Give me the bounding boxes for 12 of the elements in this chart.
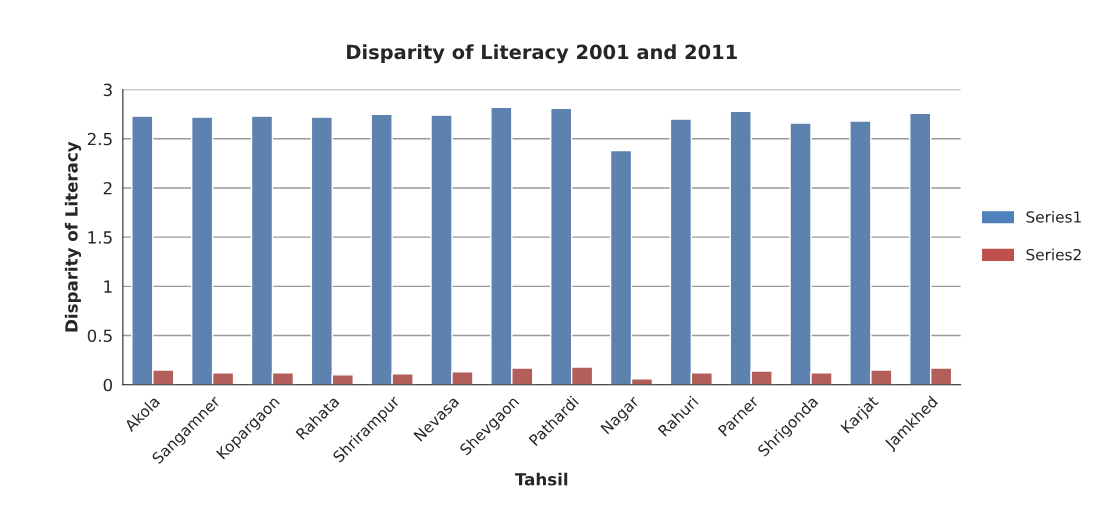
x-axis-title: Tahsil xyxy=(514,472,568,486)
chart-title: Disparity of Literacy 2001 and 2011 xyxy=(347,44,737,64)
y-tick-label: 0 xyxy=(103,378,113,392)
y-tick-label: 0.5 xyxy=(87,329,112,343)
y-tick-label: 1 xyxy=(104,280,112,293)
y-axis-title: Disparity of Literacy xyxy=(64,141,82,332)
y-tick-label: 2.5 xyxy=(87,132,112,146)
legend-label: Series2 xyxy=(1026,248,1081,261)
y-tick-label: 3 xyxy=(103,83,112,97)
y-tick-label: 1.5 xyxy=(88,231,112,244)
legend-label: Series1 xyxy=(1026,210,1081,223)
y-tick-label: 2 xyxy=(103,181,112,195)
